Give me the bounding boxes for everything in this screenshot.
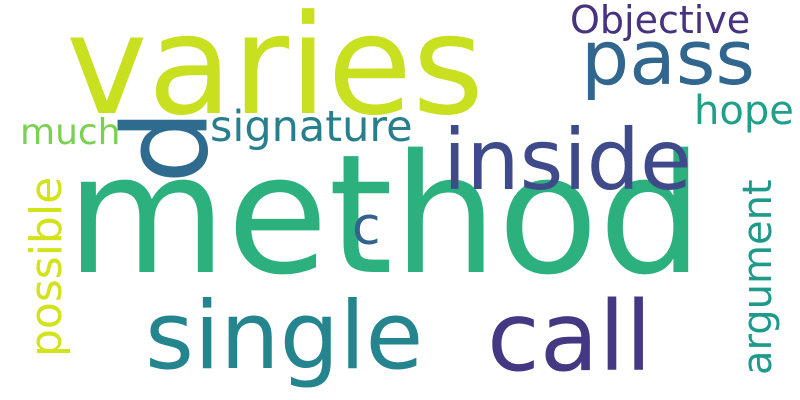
word-c: c: [352, 197, 381, 257]
word-pass: pass: [581, 13, 756, 102]
word-inside: inside: [443, 111, 692, 209]
word-single: single: [145, 282, 424, 391]
word-signature: signature: [210, 102, 413, 152]
word-hope: hope: [694, 88, 794, 134]
word-varies: varies: [66, 0, 485, 146]
word-much: much: [20, 112, 121, 153]
word-argument: argument: [735, 179, 781, 375]
word-possible: possible: [21, 176, 72, 357]
word-method: method: [66, 119, 704, 311]
word-call: call: [487, 281, 652, 393]
word-objective: Objective: [570, 0, 751, 42]
